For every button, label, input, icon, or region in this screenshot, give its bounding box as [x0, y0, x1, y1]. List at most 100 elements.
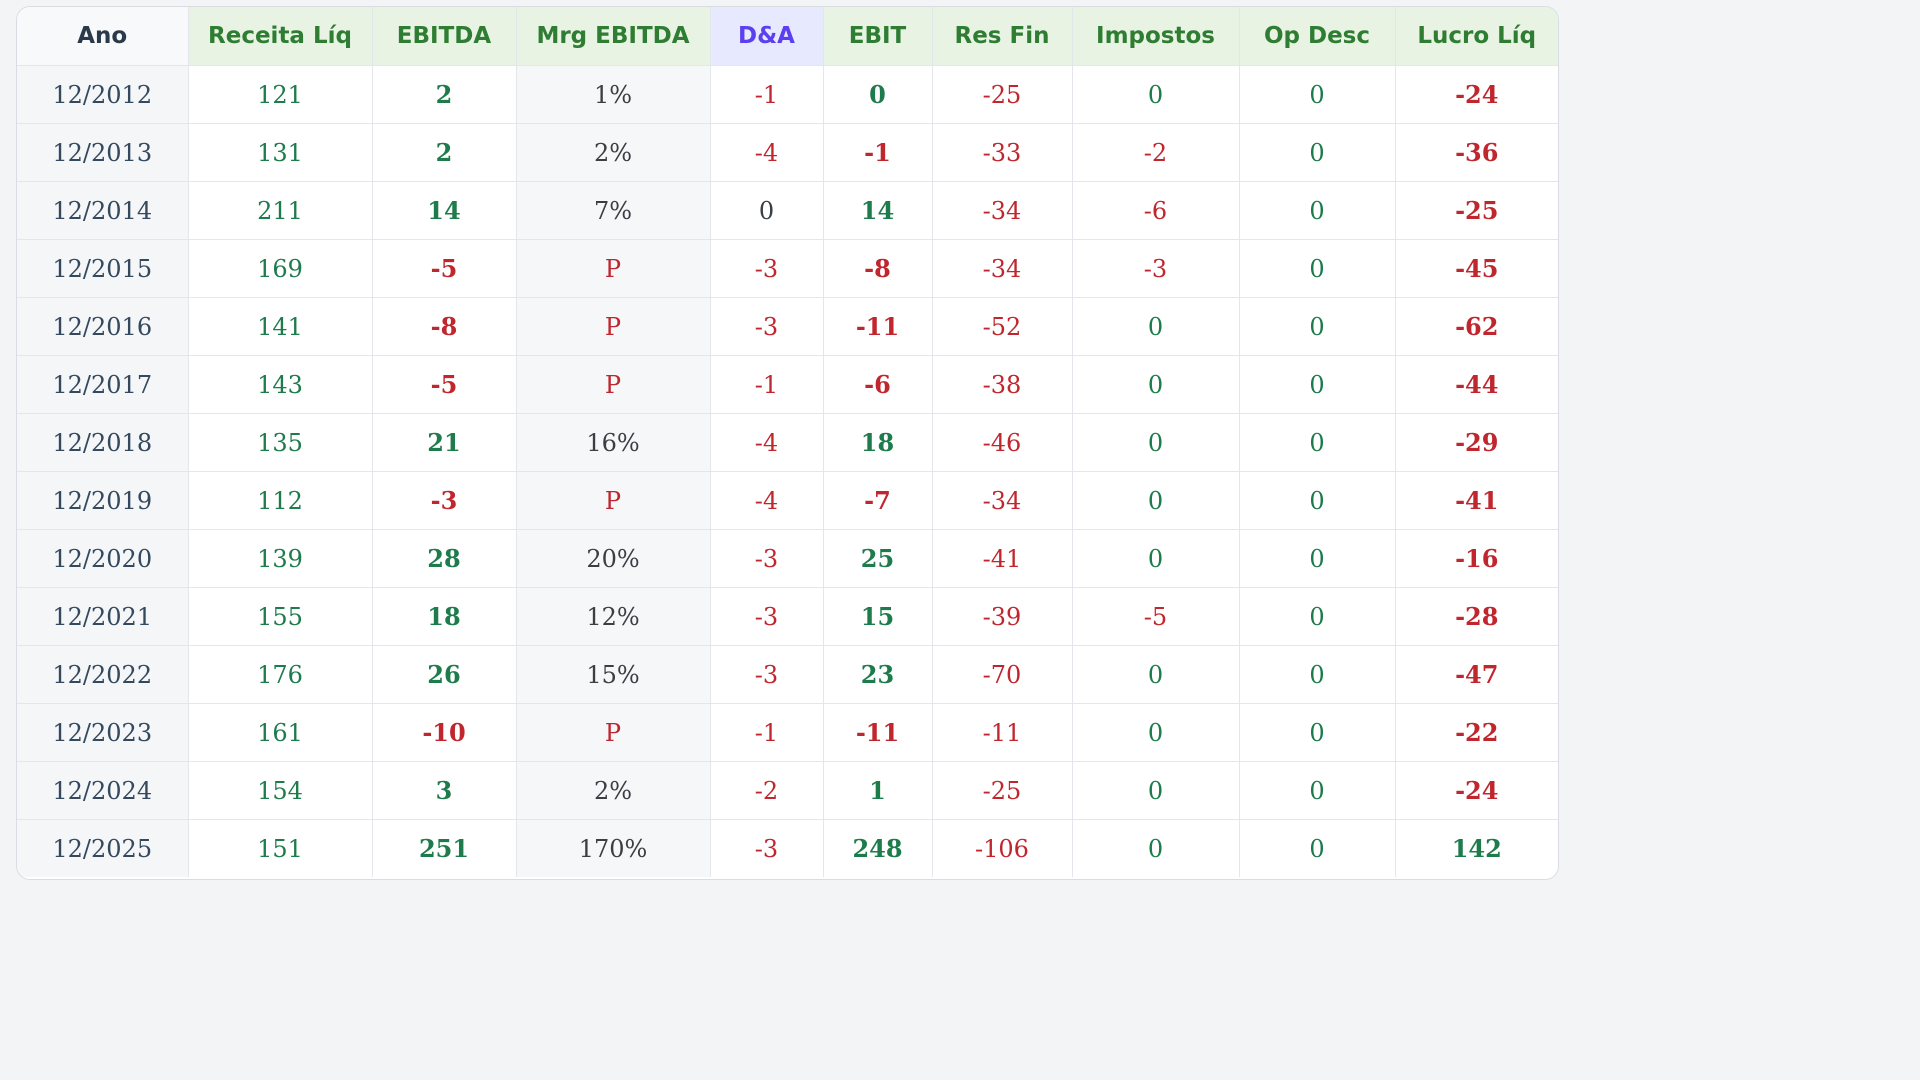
- table-row: 12/2014 211 14 7% 0 14 -34 -6 0 -25: [17, 181, 1558, 240]
- cell-ebit: 14: [822, 181, 933, 240]
- cell-mrg-ebitda: P: [515, 239, 711, 298]
- cell-res-fin: -46: [931, 413, 1073, 472]
- cell-impostos: 0: [1071, 471, 1240, 530]
- cell-ebitda: 2: [371, 123, 517, 182]
- header-ebit[interactable]: EBIT: [822, 7, 933, 66]
- cell-lucro: -24: [1394, 65, 1558, 124]
- cell-op-desc: 0: [1238, 471, 1396, 530]
- cell-res-fin: -34: [931, 239, 1073, 298]
- cell-da: -3: [709, 529, 824, 588]
- table-row: 12/2017 143 -5 P -1 -6 -38 0 0 -44: [17, 355, 1558, 414]
- cell-mrg-ebitda: 1%: [515, 65, 711, 124]
- cell-ebit: -11: [822, 297, 933, 356]
- table-row: 12/2019 112 -3 P -4 -7 -34 0 0 -41: [17, 471, 1558, 530]
- cell-lucro: -41: [1394, 471, 1558, 530]
- cell-receita: 112: [187, 471, 373, 530]
- cell-lucro: -47: [1394, 645, 1558, 704]
- table-row: 12/2024 154 3 2% -2 1 -25 0 0 -24: [17, 761, 1558, 820]
- cell-ano: 12/2014: [17, 181, 189, 240]
- table-row: 12/2012 121 2 1% -1 0 -25 0 0 -24: [17, 65, 1558, 124]
- header-ebitda[interactable]: EBITDA: [371, 7, 517, 66]
- cell-receita: 151: [187, 819, 373, 877]
- cell-mrg-ebitda: 2%: [515, 123, 711, 182]
- cell-ebit: -8: [822, 239, 933, 298]
- cell-res-fin: -106: [931, 819, 1073, 877]
- cell-lucro: -36: [1394, 123, 1558, 182]
- cell-ano: 12/2022: [17, 645, 189, 704]
- cell-ebitda: -3: [371, 471, 517, 530]
- header-receita[interactable]: Receita Líq: [187, 7, 373, 66]
- cell-mrg-ebitda: 15%: [515, 645, 711, 704]
- header-impostos[interactable]: Impostos: [1071, 7, 1240, 66]
- cell-ebit: -1: [822, 123, 933, 182]
- cell-impostos: 0: [1071, 703, 1240, 762]
- cell-impostos: -3: [1071, 239, 1240, 298]
- cell-op-desc: 0: [1238, 529, 1396, 588]
- cell-impostos: -6: [1071, 181, 1240, 240]
- header-op-desc[interactable]: Op Desc: [1238, 7, 1396, 66]
- cell-receita: 211: [187, 181, 373, 240]
- cell-da: -3: [709, 239, 824, 298]
- cell-impostos: 0: [1071, 645, 1240, 704]
- header-da[interactable]: D&A: [709, 7, 824, 66]
- cell-ano: 12/2019: [17, 471, 189, 530]
- cell-ebitda: 2: [371, 65, 517, 124]
- cell-res-fin: -70: [931, 645, 1073, 704]
- cell-ebitda: 28: [371, 529, 517, 588]
- cell-receita: 169: [187, 239, 373, 298]
- cell-impostos: -2: [1071, 123, 1240, 182]
- table-row: 12/2022 176 26 15% -3 23 -70 0 0 -47: [17, 645, 1558, 704]
- cell-impostos: 0: [1071, 355, 1240, 414]
- cell-lucro: -24: [1394, 761, 1558, 820]
- header-row: Ano Receita Líq EBITDA Mrg EBITDA D&A EB…: [17, 7, 1558, 66]
- cell-ano: 12/2017: [17, 355, 189, 414]
- cell-op-desc: 0: [1238, 297, 1396, 356]
- cell-mrg-ebitda: P: [515, 703, 711, 762]
- cell-receita: 131: [187, 123, 373, 182]
- cell-res-fin: -34: [931, 181, 1073, 240]
- cell-impostos: -5: [1071, 587, 1240, 646]
- cell-lucro: 142: [1394, 819, 1558, 877]
- financial-table-card: Ano Receita Líq EBITDA Mrg EBITDA D&A EB…: [16, 6, 1559, 880]
- header-res-fin[interactable]: Res Fin: [931, 7, 1073, 66]
- cell-da: -3: [709, 587, 824, 646]
- cell-op-desc: 0: [1238, 123, 1396, 182]
- cell-impostos: 0: [1071, 297, 1240, 356]
- cell-mrg-ebitda: P: [515, 355, 711, 414]
- cell-ebit: 248: [822, 819, 933, 877]
- cell-receita: 135: [187, 413, 373, 472]
- cell-mrg-ebitda: 16%: [515, 413, 711, 472]
- cell-op-desc: 0: [1238, 703, 1396, 762]
- cell-ano: 12/2021: [17, 587, 189, 646]
- cell-receita: 139: [187, 529, 373, 588]
- cell-op-desc: 0: [1238, 587, 1396, 646]
- cell-ano: 12/2012: [17, 65, 189, 124]
- cell-ebitda: 3: [371, 761, 517, 820]
- cell-lucro: -28: [1394, 587, 1558, 646]
- cell-ebit: 0: [822, 65, 933, 124]
- cell-mrg-ebitda: P: [515, 471, 711, 530]
- cell-res-fin: -52: [931, 297, 1073, 356]
- cell-da: -4: [709, 413, 824, 472]
- cell-res-fin: -41: [931, 529, 1073, 588]
- cell-ebit: -7: [822, 471, 933, 530]
- table-row: 12/2015 169 -5 P -3 -8 -34 -3 0 -45: [17, 239, 1558, 298]
- cell-lucro: -45: [1394, 239, 1558, 298]
- cell-ebit: 1: [822, 761, 933, 820]
- header-mrg-ebitda[interactable]: Mrg EBITDA: [515, 7, 711, 66]
- cell-ebit: 15: [822, 587, 933, 646]
- cell-ebitda: -8: [371, 297, 517, 356]
- cell-lucro: -44: [1394, 355, 1558, 414]
- cell-lucro: -29: [1394, 413, 1558, 472]
- cell-op-desc: 0: [1238, 181, 1396, 240]
- cell-res-fin: -33: [931, 123, 1073, 182]
- cell-ebit: -6: [822, 355, 933, 414]
- cell-ebitda: 26: [371, 645, 517, 704]
- cell-lucro: -16: [1394, 529, 1558, 588]
- header-ano[interactable]: Ano: [17, 7, 189, 66]
- cell-ebitda: -10: [371, 703, 517, 762]
- cell-receita: 155: [187, 587, 373, 646]
- cell-ano: 12/2025: [17, 819, 189, 877]
- cell-mrg-ebitda: 20%: [515, 529, 711, 588]
- header-lucro[interactable]: Lucro Líq: [1394, 7, 1558, 66]
